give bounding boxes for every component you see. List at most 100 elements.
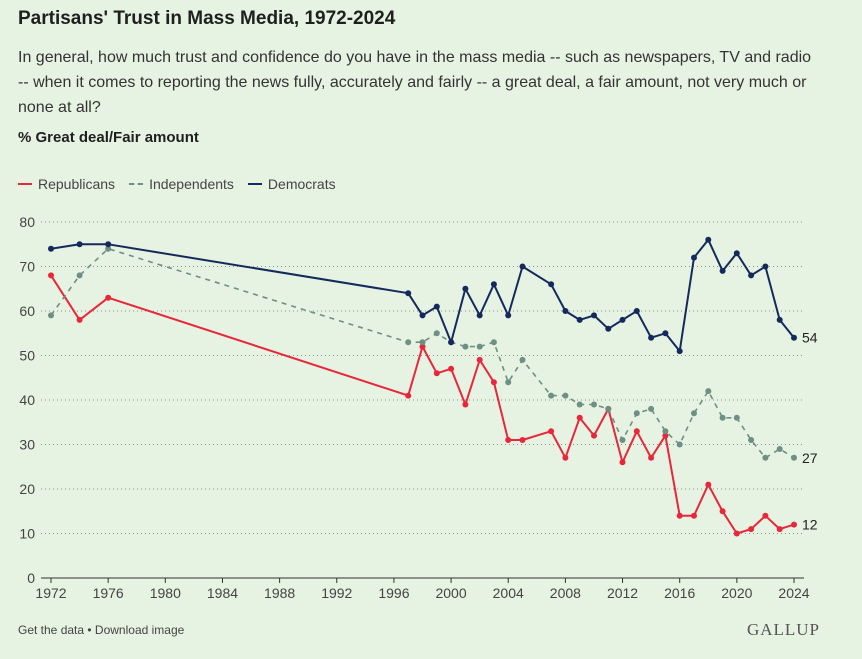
democrats-point-2014[interactable] <box>648 334 655 341</box>
independents-point-2004[interactable] <box>505 379 512 386</box>
series-republicans <box>48 272 797 537</box>
x-tick-label-1988: 1988 <box>264 585 295 601</box>
independents-point-2024[interactable] <box>791 454 797 461</box>
download-image-link[interactable]: Download image <box>94 623 185 637</box>
independents-point-1999[interactable] <box>433 330 440 337</box>
republicans-point-1974[interactable] <box>76 316 83 323</box>
republicans-point-2017[interactable] <box>691 512 697 519</box>
democrats-point-2008[interactable] <box>562 308 569 314</box>
democrats-point-2022[interactable] <box>762 263 769 270</box>
republicans-point-2021[interactable] <box>748 526 755 533</box>
independents-point-2020[interactable] <box>733 414 740 421</box>
independents-point-2008[interactable] <box>562 392 569 399</box>
independents-point-2022[interactable] <box>762 454 769 461</box>
republicans-point-2009[interactable] <box>576 414 583 421</box>
independents-point-2010[interactable] <box>591 401 597 408</box>
democrats-point-2024[interactable] <box>791 334 797 341</box>
democrats-point-2002[interactable] <box>476 312 483 319</box>
democrats-point-1997[interactable] <box>405 290 412 297</box>
independents-point-2009[interactable] <box>576 401 583 408</box>
democrats-point-2016[interactable] <box>676 348 683 355</box>
democrats-point-2020[interactable] <box>733 250 740 257</box>
legend-item-independents[interactable]: Independents <box>129 176 234 192</box>
republicans-point-2022[interactable] <box>762 512 769 519</box>
democrats-point-1972[interactable] <box>48 245 54 252</box>
republicans-point-1972[interactable] <box>48 272 54 279</box>
independents-point-2016[interactable] <box>676 441 683 448</box>
republicans-point-2004[interactable] <box>505 437 512 443</box>
x-tick-label-1980: 1980 <box>150 585 181 601</box>
democrats-point-1998[interactable] <box>419 312 426 319</box>
democrats-point-2018[interactable] <box>705 236 712 243</box>
democrats-point-2004[interactable] <box>505 312 512 319</box>
republicans-point-2020[interactable] <box>733 530 740 537</box>
republicans-point-2008[interactable] <box>562 454 569 461</box>
independents-point-2023[interactable] <box>776 446 783 452</box>
independents-point-1997[interactable] <box>405 339 412 346</box>
democrats-point-2019[interactable] <box>719 267 726 274</box>
republicans-point-2012[interactable] <box>619 459 626 466</box>
democrats-point-1976[interactable] <box>105 241 112 248</box>
independents-point-2005[interactable] <box>519 356 526 363</box>
get-data-link[interactable]: Get the data <box>18 623 85 637</box>
independents-point-2015[interactable] <box>662 428 669 435</box>
republicans-point-2005[interactable] <box>519 437 526 443</box>
republicans-point-2001[interactable] <box>462 401 469 408</box>
end-labels: 12 27 54 <box>802 330 818 533</box>
legend-item-republicans[interactable]: Republicans <box>18 176 115 192</box>
republicans-point-1976[interactable] <box>105 294 112 301</box>
independents-point-2021[interactable] <box>748 437 755 443</box>
republicans-point-2003[interactable] <box>490 379 497 386</box>
independents-point-1972[interactable] <box>48 312 54 319</box>
independents-point-2011[interactable] <box>605 405 612 412</box>
republicans-point-2002[interactable] <box>476 356 483 363</box>
democrats-point-1974[interactable] <box>76 241 83 248</box>
democrats-point-2013[interactable] <box>633 308 640 314</box>
democrats-point-2009[interactable] <box>576 316 583 323</box>
democrats-point-1999[interactable] <box>433 303 440 310</box>
republicans-point-2007[interactable] <box>548 428 555 435</box>
independents-point-2002[interactable] <box>476 343 483 350</box>
democrats-point-2017[interactable] <box>691 254 697 261</box>
republicans-point-1997[interactable] <box>405 392 412 399</box>
x-tick-label-2004: 2004 <box>493 585 524 601</box>
democrats-point-2012[interactable] <box>619 316 626 323</box>
democrats-point-2007[interactable] <box>548 281 555 288</box>
independents-point-1974[interactable] <box>76 272 83 279</box>
independents-point-2017[interactable] <box>691 410 697 417</box>
y-tick-label-0: 0 <box>27 570 35 586</box>
democrats-point-2005[interactable] <box>519 263 526 270</box>
republicans-point-2016[interactable] <box>676 512 683 519</box>
axes: 0 10 20 30 40 50 60 70 80 1972 1976 1980 1984 1988 199… <box>19 214 809 601</box>
democrats-point-2010[interactable] <box>591 312 597 319</box>
republicans-point-2019[interactable] <box>719 508 726 515</box>
democrats-point-2011[interactable] <box>605 325 612 332</box>
democrats-point-2001[interactable] <box>462 285 469 292</box>
independents-point-2003[interactable] <box>490 339 497 346</box>
republicans-point-2000[interactable] <box>448 365 455 372</box>
independents-point-2013[interactable] <box>633 410 640 417</box>
republicans-point-2013[interactable] <box>633 428 640 435</box>
independents-point-1998[interactable] <box>419 339 426 346</box>
legend-item-democrats[interactable]: Democrats <box>247 176 336 192</box>
republicans-point-2024[interactable] <box>791 521 797 528</box>
republicans-point-1999[interactable] <box>433 370 440 377</box>
independents-point-1976[interactable] <box>105 245 112 252</box>
independents-point-2012[interactable] <box>619 437 626 443</box>
independents-point-2001[interactable] <box>462 343 469 350</box>
republicans-point-2023[interactable] <box>776 526 783 533</box>
democrats-point-2021[interactable] <box>748 272 755 279</box>
democrats-point-2023[interactable] <box>776 316 783 323</box>
republicans-point-1998[interactable] <box>419 343 426 350</box>
independents-point-2014[interactable] <box>648 405 655 412</box>
republicans-point-2015[interactable] <box>662 432 669 439</box>
democrats-point-2015[interactable] <box>662 330 669 337</box>
republicans-point-2018[interactable] <box>705 481 712 488</box>
independents-point-2007[interactable] <box>548 392 555 399</box>
republicans-point-2010[interactable] <box>591 432 597 439</box>
independents-point-2019[interactable] <box>719 414 726 421</box>
republicans-point-2014[interactable] <box>648 454 655 461</box>
democrats-point-2000[interactable] <box>448 339 455 346</box>
independents-point-2018[interactable] <box>705 388 712 395</box>
democrats-point-2003[interactable] <box>490 281 497 288</box>
